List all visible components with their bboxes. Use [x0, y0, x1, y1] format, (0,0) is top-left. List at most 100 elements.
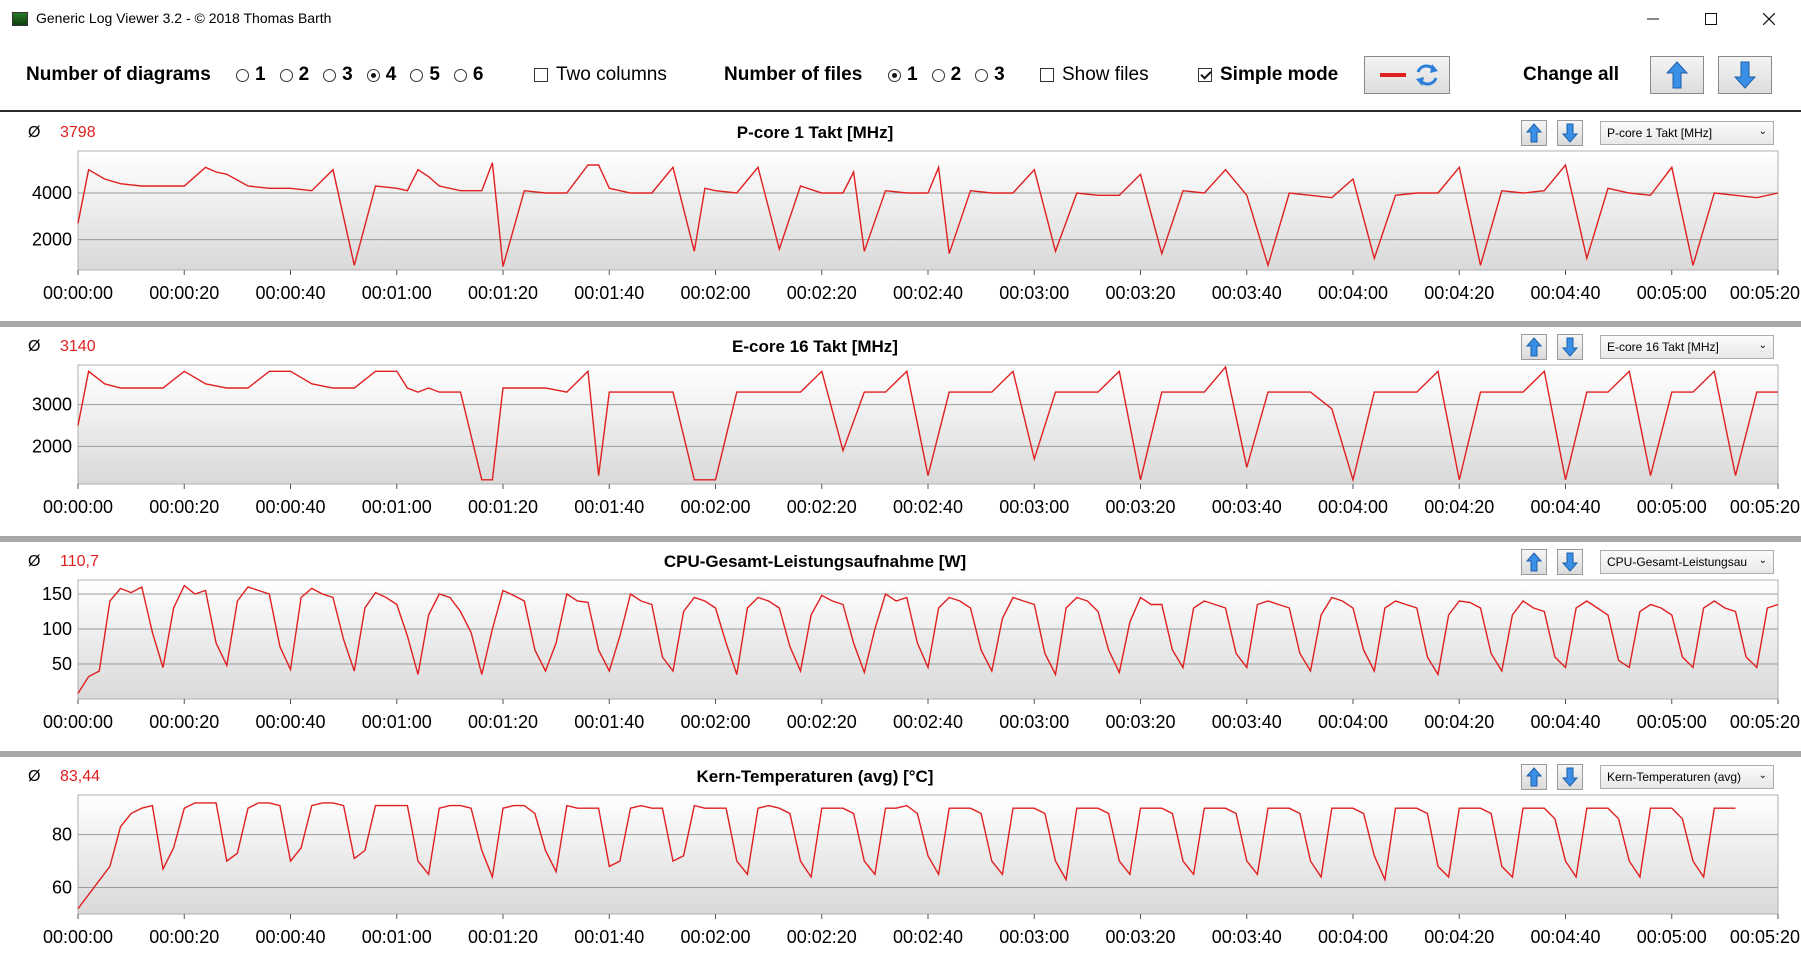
- panel-separator[interactable]: [0, 536, 1801, 542]
- chevron-down-icon: ⌄: [1758, 126, 1767, 137]
- x-tick-label: 00:02:20: [787, 283, 857, 303]
- diagram-panel-2: Ø 3140 E-core 16 Takt [MHz] E-core 16 Takt …: [0, 328, 1801, 536]
- minimize-button[interactable]: [1624, 0, 1682, 38]
- x-tick-label: 00:04:40: [1530, 712, 1600, 732]
- plot-area: [77, 579, 1779, 700]
- panel-move-up-button[interactable]: [1521, 120, 1547, 146]
- show-files-box[interactable]: [1040, 68, 1054, 82]
- sensor-select[interactable]: P-core 1 Takt [MHz] ⌄: [1600, 121, 1774, 145]
- file-radio-1[interactable]: [888, 68, 901, 82]
- y-tick-label: 150: [42, 584, 72, 604]
- panel-move-down-button[interactable]: [1557, 334, 1583, 360]
- file-option-label: 1: [907, 64, 918, 85]
- diagram-option-3[interactable]: 3: [323, 64, 353, 86]
- average-value: 110,7: [60, 553, 99, 570]
- x-tick-label: 00:03:00: [999, 497, 1069, 517]
- x-tick-label: 00:01:00: [362, 712, 432, 732]
- x-tick-label: 00:03:20: [1105, 497, 1175, 517]
- file-radio-3[interactable]: [975, 68, 989, 82]
- file-option-3[interactable]: 3: [975, 64, 1005, 86]
- file-radio-2[interactable]: [931, 68, 945, 82]
- panel-title: CPU-Gesamt-Leistungsaufnahme [W]: [663, 552, 967, 571]
- x-tick-label: 00:04:20: [1424, 712, 1494, 732]
- x-tick-label: 00:04:40: [1530, 497, 1600, 517]
- diagram-radio-1[interactable]: [236, 68, 249, 82]
- panel-move-down-button[interactable]: [1557, 549, 1583, 575]
- x-tick-label: 00:01:40: [574, 927, 644, 947]
- panel-move-down-button[interactable]: [1557, 120, 1583, 146]
- sensor-select[interactable]: E-core 16 Takt [MHz] ⌄: [1600, 335, 1774, 359]
- diagram-radio-4[interactable]: [366, 68, 380, 82]
- y-tick-label: 2000: [32, 436, 72, 456]
- x-tick-label: 00:00:40: [255, 712, 325, 732]
- show-files-checkbox[interactable]: Show files: [1040, 64, 1149, 86]
- x-tick-label: 00:01:20: [468, 497, 538, 517]
- panel-move-up-button[interactable]: [1521, 549, 1547, 575]
- app-icon: [12, 12, 28, 26]
- sensor-select[interactable]: Kern-Temperaturen (avg) ⌄: [1600, 765, 1774, 789]
- panel-title: P-core 1 Takt [MHz]: [736, 123, 894, 142]
- x-tick-label: 00:02:20: [787, 497, 857, 517]
- diagram-option-label: 1: [255, 64, 266, 85]
- y-tick-label: 60: [52, 878, 72, 898]
- x-tick-label: 00:02:00: [680, 712, 750, 732]
- diagram-option-label: 4: [385, 64, 397, 85]
- two-columns-checkbox[interactable]: Two columns: [534, 64, 667, 86]
- x-tick-label: 00:03:40: [1212, 712, 1282, 732]
- diagram-radio-2[interactable]: [279, 68, 293, 82]
- two-columns-box[interactable]: [534, 68, 548, 82]
- simple-mode-label: Simple mode: [1220, 64, 1339, 85]
- arrow-down-icon: [1562, 767, 1578, 787]
- diagram-radio-6[interactable]: [453, 68, 467, 82]
- file-option-2[interactable]: 2: [931, 64, 961, 86]
- diagram-radio-5[interactable]: [410, 68, 424, 82]
- sensor-select[interactable]: CPU-Gesamt-Leistungsau ⌄: [1600, 550, 1774, 574]
- arrow-up-icon: [1526, 123, 1542, 143]
- arrow-down-icon: [1734, 61, 1756, 89]
- diagram-option-1[interactable]: 1: [236, 64, 266, 86]
- diagram-radio-3[interactable]: [323, 68, 337, 82]
- x-tick-label: 00:04:20: [1424, 283, 1494, 303]
- panel-move-up-button[interactable]: [1521, 764, 1547, 790]
- move-all-down-button[interactable]: [1718, 56, 1772, 94]
- diagram-option-label: 5: [429, 64, 440, 85]
- panel-move-down-button[interactable]: [1557, 764, 1583, 790]
- title-bar: Generic Log Viewer 3.2 - © 2018 Thomas B…: [0, 0, 1801, 38]
- close-button[interactable]: [1740, 0, 1798, 38]
- maximize-button[interactable]: [1682, 0, 1740, 38]
- file-option-1[interactable]: 1: [888, 64, 918, 86]
- diagram-option-5[interactable]: 5: [410, 64, 440, 86]
- simple-mode-checkbox[interactable]: Simple mode: [1198, 64, 1338, 86]
- diagram-option-4[interactable]: 4: [366, 64, 397, 86]
- x-tick-label: 00:00:20: [149, 927, 219, 947]
- panel-move-up-button[interactable]: [1521, 334, 1547, 360]
- arrow-down-icon: [1562, 552, 1578, 572]
- simple-mode-box[interactable]: [1198, 68, 1212, 82]
- x-tick-label: 00:04:40: [1530, 283, 1600, 303]
- diagram-option-6[interactable]: 6: [453, 64, 483, 86]
- x-tick-label: 00:02:20: [787, 927, 857, 947]
- x-tick-label: 00:04:40: [1530, 927, 1600, 947]
- average-value: 3798: [60, 124, 96, 141]
- arrow-up-icon: [1526, 337, 1542, 357]
- panel-separator[interactable]: [0, 751, 1801, 757]
- average-symbol: Ø: [28, 553, 41, 570]
- diagram-option-2[interactable]: 2: [279, 64, 309, 86]
- x-tick-label: 00:00:40: [255, 497, 325, 517]
- series-line: [77, 584, 1779, 694]
- x-tick-label: 00:03:00: [999, 283, 1069, 303]
- x-tick-label: 00:00:00: [43, 927, 113, 947]
- panel-separator[interactable]: [0, 321, 1801, 327]
- sensor-select-value: CPU-Gesamt-Leistungsau: [1607, 555, 1748, 569]
- x-tick-label: 00:05:00: [1637, 497, 1707, 517]
- x-tick-label: 00:00:20: [149, 712, 219, 732]
- x-tick-label: 00:04:00: [1318, 927, 1388, 947]
- toolbar: Number of diagrams 1 2 3 4 5 6 Two columns Nu…: [0, 38, 1801, 112]
- x-tick-label: 00:03:00: [999, 712, 1069, 732]
- x-tick-label: 00:02:40: [893, 927, 963, 947]
- number-of-diagrams-label: Number of diagrams: [26, 64, 211, 85]
- line-style-button[interactable]: [1364, 56, 1450, 94]
- x-tick-label: 00:05:20: [1730, 283, 1800, 303]
- line-chart: 2000 3000 00:00:00 00:00:20 00:00:40 00:01:00…: [32, 364, 1800, 517]
- move-all-up-button[interactable]: [1650, 56, 1704, 94]
